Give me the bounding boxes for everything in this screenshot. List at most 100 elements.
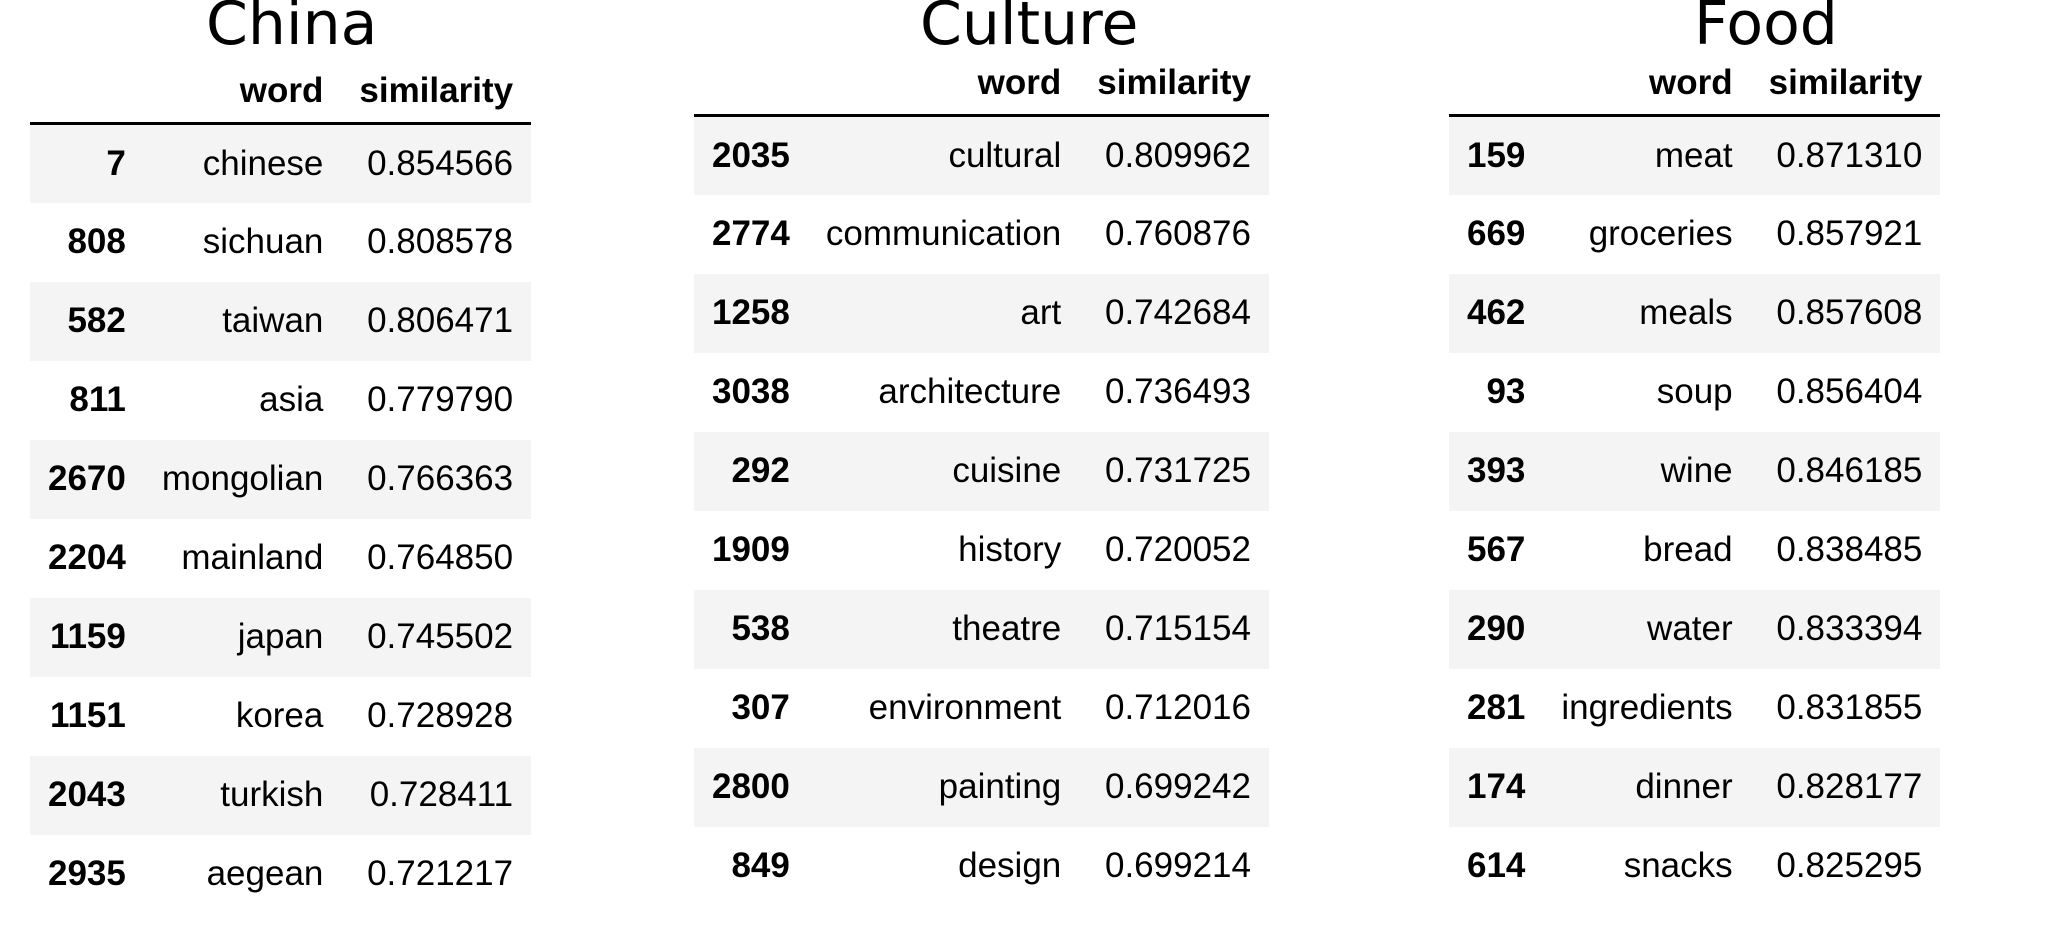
word-cell: design bbox=[958, 846, 1062, 885]
word-cell: cuisine bbox=[952, 451, 1062, 490]
word-cell: dinner bbox=[1635, 767, 1733, 806]
table-row: 811 asia 0.779790 bbox=[30, 361, 531, 440]
row-index: 281 bbox=[1467, 688, 1526, 727]
row-index: 567 bbox=[1467, 530, 1526, 569]
word-cell: cultural bbox=[948, 135, 1062, 175]
table-title: Culture bbox=[920, 0, 1139, 59]
index-header bbox=[30, 60, 144, 125]
header-row: word similarity bbox=[30, 60, 532, 125]
word-cell: ingredients bbox=[1561, 688, 1733, 727]
row-index: 2935 bbox=[48, 854, 126, 893]
word-cell: meals bbox=[1639, 293, 1733, 332]
table-row: 582 taiwan 0.806471 bbox=[30, 281, 532, 361]
row-index: 174 bbox=[1467, 767, 1526, 806]
similarity-cell: 0.808578 bbox=[367, 222, 514, 261]
table-row: 1159 japan 0.745502 bbox=[30, 597, 532, 677]
table-row: 292 cuisine 0.731725 bbox=[694, 431, 1269, 511]
row-index: 2204 bbox=[48, 538, 126, 577]
similarity-cell: 0.760876 bbox=[1104, 214, 1251, 253]
similarity-cell: 0.856404 bbox=[1776, 372, 1923, 411]
word-cell: painting bbox=[938, 767, 1062, 806]
similarity-cell: 0.728928 bbox=[367, 696, 514, 735]
row-index: 1151 bbox=[49, 696, 126, 735]
word-cell: aegean bbox=[206, 854, 324, 893]
word-cell: architecture bbox=[878, 372, 1062, 411]
row-index: 93 bbox=[1486, 372, 1526, 411]
similarity-cell: 0.721217 bbox=[367, 854, 514, 893]
dataframe-table: word similarity 159 meat 0.871310 669 groce… bbox=[1449, 52, 1941, 906]
row-index: 2800 bbox=[712, 767, 790, 806]
index-header bbox=[694, 52, 808, 117]
row-index: 292 bbox=[731, 451, 790, 490]
word-column-header: word bbox=[1543, 52, 1751, 117]
word-cell: chinese bbox=[202, 143, 324, 183]
similarity-column-header: similarity bbox=[1750, 52, 1941, 117]
row-index: 3038 bbox=[712, 372, 790, 411]
word-cell: sichuan bbox=[202, 222, 324, 261]
table-row: 159 meat 0.871310 bbox=[1449, 115, 1941, 195]
table-row: 808 sichuan 0.808578 bbox=[30, 203, 531, 282]
row-index: 290 bbox=[1467, 609, 1526, 648]
header-row: word similarity bbox=[1449, 52, 1941, 117]
row-index: 2035 bbox=[712, 135, 790, 175]
word-cell: japan bbox=[237, 617, 324, 656]
table-row: 3038 architecture 0.736493 bbox=[694, 353, 1269, 432]
similarity-cell: 0.699242 bbox=[1104, 767, 1251, 806]
word-cell: taiwan bbox=[222, 301, 324, 340]
similarity-column-header: similarity bbox=[341, 60, 532, 125]
row-index: 811 bbox=[69, 380, 126, 419]
table-row: 2774 communication 0.760876 bbox=[694, 195, 1269, 274]
row-index: 1258 bbox=[712, 293, 790, 332]
similarity-cell: 0.833394 bbox=[1776, 609, 1923, 648]
word-cell: bread bbox=[1643, 530, 1733, 569]
similarity-cell: 0.838485 bbox=[1776, 530, 1923, 569]
table-row: 307 environment 0.712016 bbox=[694, 669, 1269, 748]
table-row: 93 soup 0.856404 bbox=[1449, 353, 1940, 432]
similarity-cell: 0.831855 bbox=[1776, 688, 1923, 727]
row-index: 393 bbox=[1467, 451, 1526, 490]
similarity-cell: 0.806471 bbox=[367, 301, 514, 340]
similarity-cell: 0.809962 bbox=[1104, 135, 1251, 175]
similarity-cell: 0.828177 bbox=[1776, 767, 1923, 806]
word-cell: asia bbox=[259, 380, 324, 419]
table-row: 1258 art 0.742684 bbox=[694, 273, 1269, 353]
row-index: 808 bbox=[67, 222, 126, 261]
row-index: 2774 bbox=[712, 214, 790, 253]
table-row: 174 dinner 0.828177 bbox=[1449, 747, 1941, 827]
word-cell: groceries bbox=[1588, 214, 1733, 253]
table-row: 281 ingredients 0.831855 bbox=[1449, 669, 1940, 748]
row-index: 159 bbox=[1467, 135, 1526, 175]
similarity-cell: 0.779790 bbox=[367, 380, 514, 419]
table-row: 393 wine 0.846185 bbox=[1449, 431, 1941, 511]
table-row: 1151 korea 0.728928 bbox=[30, 677, 531, 756]
row-index: 2043 bbox=[48, 775, 126, 814]
word-cell: mongolian bbox=[161, 459, 324, 498]
word-cell: theatre bbox=[952, 609, 1062, 648]
similarity-cell: 0.728411 bbox=[369, 775, 514, 814]
word-cell: wine bbox=[1660, 451, 1733, 490]
row-index: 1159 bbox=[49, 617, 126, 656]
similarity-cell: 0.857921 bbox=[1776, 214, 1923, 253]
table-row: 290 water 0.833394 bbox=[1449, 589, 1941, 669]
similarity-cell: 0.742684 bbox=[1104, 293, 1251, 332]
similarity-cell: 0.857608 bbox=[1776, 293, 1923, 332]
word-cell: history bbox=[958, 530, 1062, 569]
word-cell: meat bbox=[1654, 135, 1733, 175]
dataframe-table: word similarity 7 chinese 0.854566 808 sich… bbox=[30, 60, 532, 914]
word-cell: korea bbox=[235, 696, 324, 735]
similarity-cell: 0.745502 bbox=[367, 617, 514, 656]
similarity-cell: 0.871310 bbox=[1776, 135, 1923, 175]
table-row: 538 theatre 0.715154 bbox=[694, 589, 1269, 669]
word-column-header: word bbox=[143, 60, 342, 125]
row-index: 582 bbox=[67, 301, 126, 340]
similarity-cell: 0.699214 bbox=[1104, 846, 1251, 885]
index-header bbox=[1449, 52, 1544, 117]
word-cell: art bbox=[1020, 293, 1062, 332]
row-index: 538 bbox=[731, 609, 790, 648]
header-row: word similarity bbox=[694, 52, 1269, 117]
word-cell: soup bbox=[1656, 372, 1733, 411]
table-row: 2204 mainland 0.764850 bbox=[30, 519, 531, 598]
table-row: 1909 history 0.720052 bbox=[694, 511, 1269, 590]
table-row: 462 meals 0.857608 bbox=[1449, 273, 1941, 353]
word-cell: environment bbox=[868, 688, 1062, 727]
